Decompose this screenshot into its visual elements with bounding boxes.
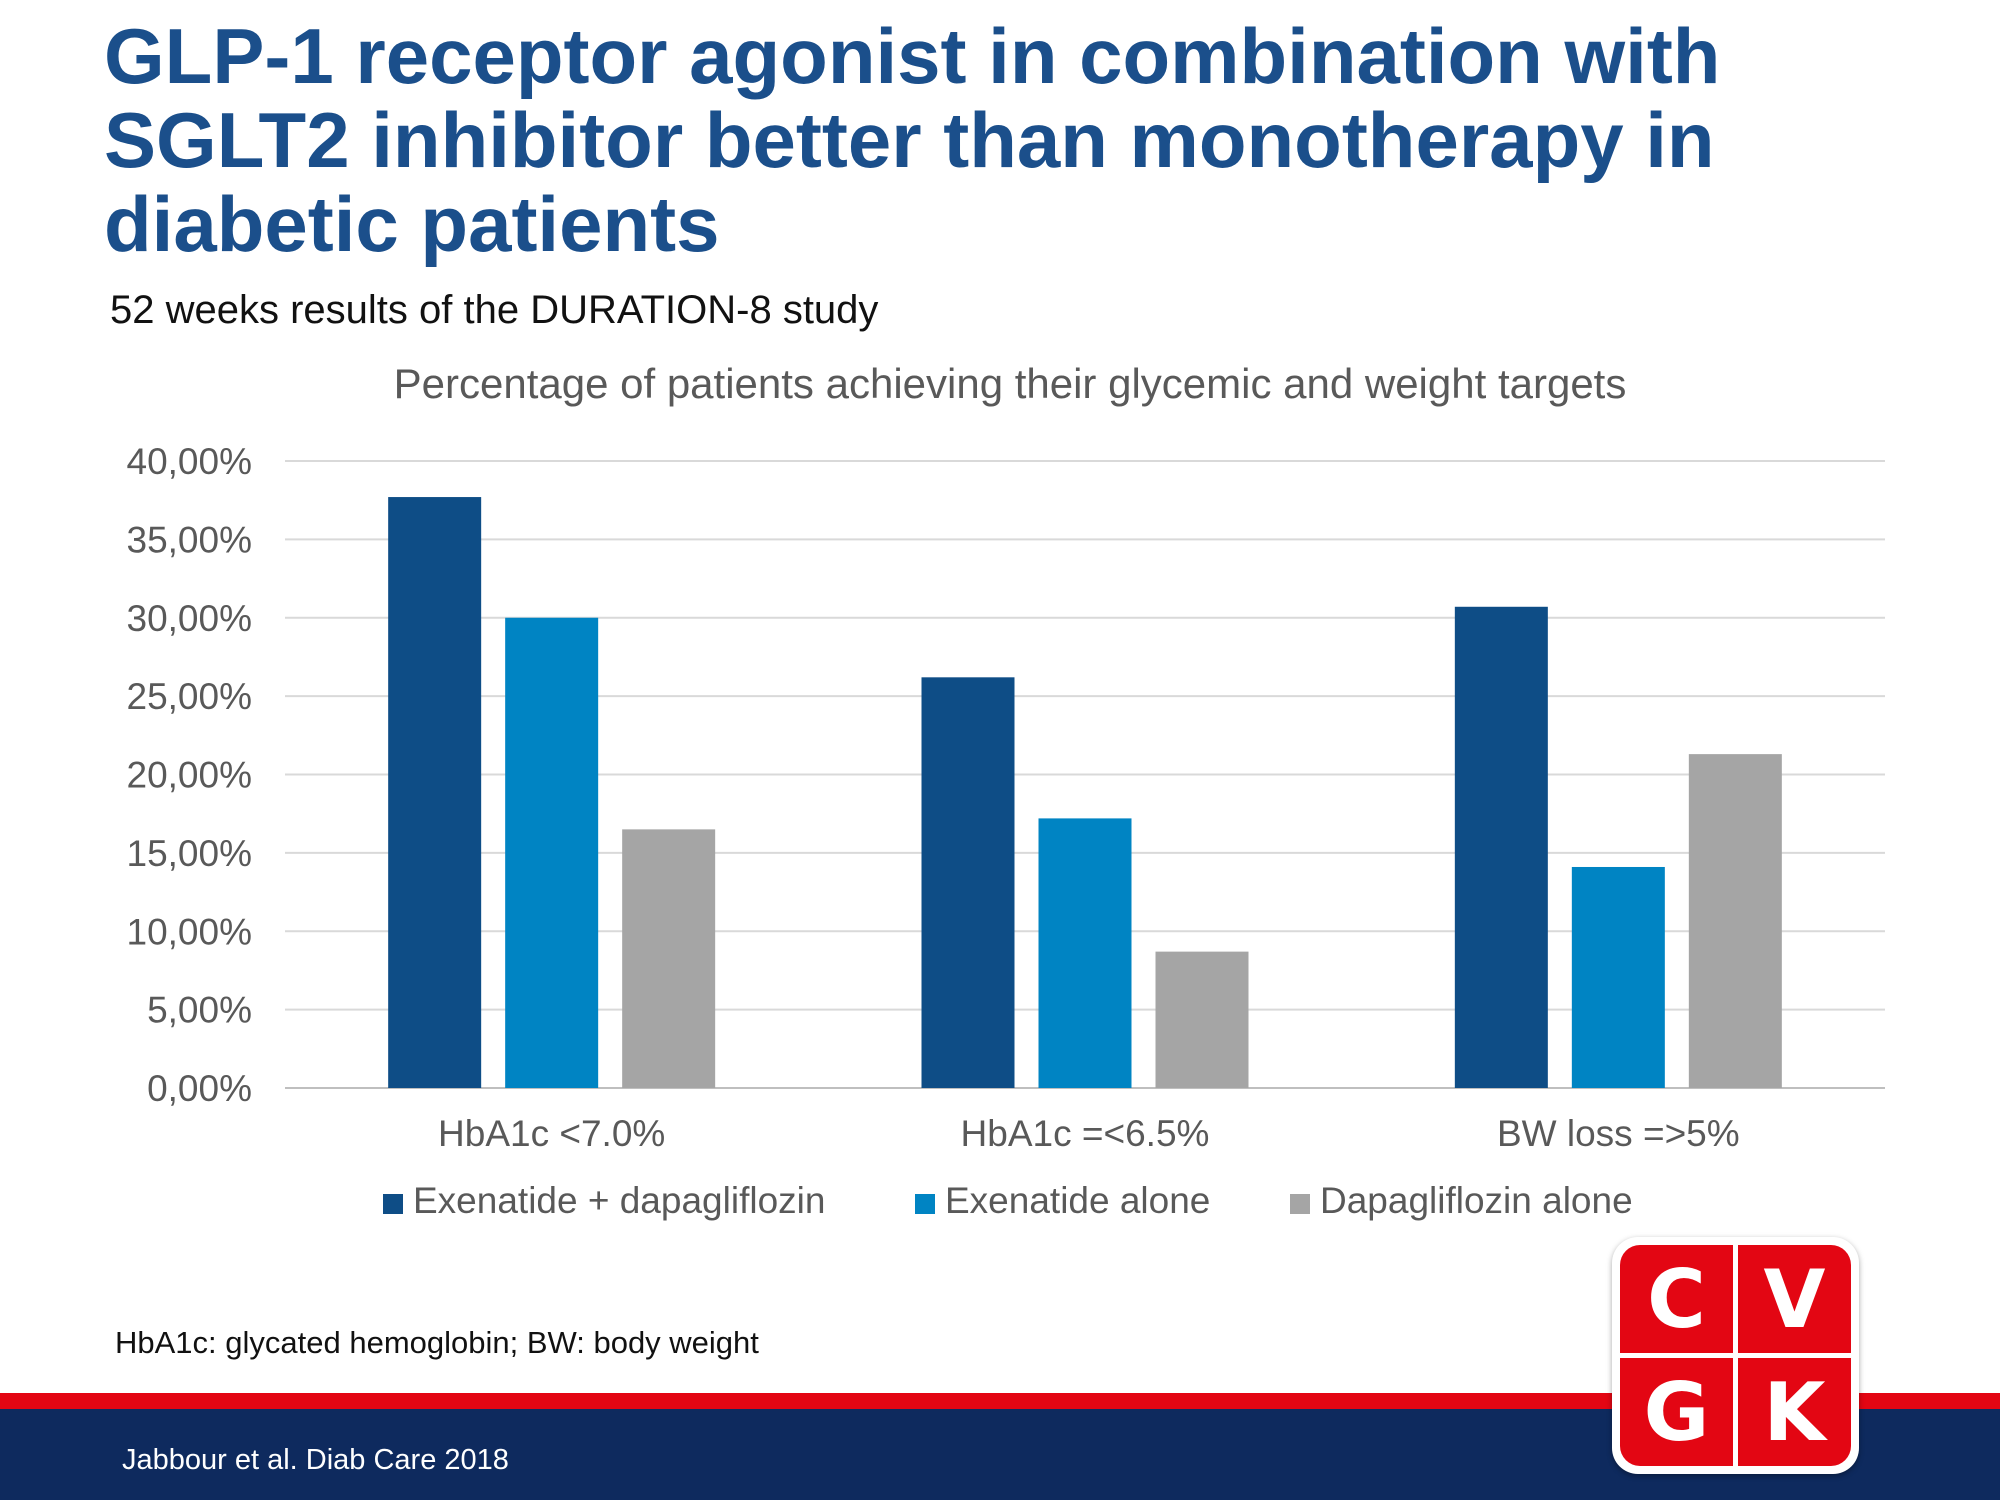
x-tick-label: BW loss =>5% <box>1497 1113 1740 1154</box>
legend-label: Exenatide + dapagliflozin <box>413 1180 825 1221</box>
bar <box>1155 951 1249 1088</box>
x-axis-tick-labels: HbA1c <7.0% HbA1c =<6.5% BW loss =>5% <box>438 1113 1740 1154</box>
logo-letter-v: V <box>1738 1245 1851 1353</box>
footnote: HbA1c: glycated hemoglobin; BW: body wei… <box>115 1325 759 1360</box>
y-tick-label: 15,00% <box>127 833 253 874</box>
citation: Jabbour et al. Diab Care 2018 <box>122 1444 509 1476</box>
x-tick-label: HbA1c <7.0% <box>438 1113 665 1154</box>
y-tick-label: 5,00% <box>147 990 252 1031</box>
logo-letter-k: K <box>1738 1358 1851 1466</box>
bar <box>921 677 1015 1088</box>
chart-title: Percentage of patients achieving their g… <box>394 360 1627 407</box>
bar <box>505 617 599 1088</box>
bar <box>622 829 716 1088</box>
y-axis-tick-labels: 0,00% 5,00% 10,00% 15,00% 20,00% 25,00% 30,00%… <box>127 441 253 1109</box>
chart-bars <box>388 497 1782 1088</box>
y-tick-label: 30,00% <box>127 598 253 639</box>
x-tick-label: HbA1c =<6.5% <box>961 1113 1210 1154</box>
slide-title: GLP-1 receptor agonist in combination wi… <box>104 12 1721 268</box>
legend-label: Dapagliflozin alone <box>1320 1180 1633 1221</box>
bar-chart: Percentage of patients achieving their g… <box>127 360 1885 1221</box>
slide-subtitle: 52 weeks results of the DURATION-8 study <box>110 288 879 332</box>
footer-red-band <box>0 1393 2000 1409</box>
bar <box>1571 866 1665 1088</box>
y-tick-label: 35,00% <box>127 519 253 560</box>
bar <box>388 497 482 1088</box>
y-tick-label: 10,00% <box>127 911 253 952</box>
legend-swatch <box>915 1194 935 1214</box>
logo-letter-g: G <box>1620 1358 1733 1466</box>
y-tick-label: 40,00% <box>127 441 253 482</box>
bar <box>1454 606 1548 1088</box>
legend-label: Exenatide alone <box>945 1180 1210 1221</box>
y-tick-label: 25,00% <box>127 676 253 717</box>
logo-letter-c: C <box>1620 1245 1733 1353</box>
bar <box>1688 754 1782 1088</box>
legend-swatch <box>1290 1194 1310 1214</box>
y-tick-label: 0,00% <box>147 1068 252 1109</box>
bar <box>1038 818 1132 1088</box>
y-tick-label: 20,00% <box>127 755 253 796</box>
chart-legend: Exenatide + dapagliflozin Exenatide alone… <box>383 1180 1633 1221</box>
legend-swatch <box>383 1194 403 1214</box>
cvgk-logo: C V G K <box>1612 1237 1859 1474</box>
